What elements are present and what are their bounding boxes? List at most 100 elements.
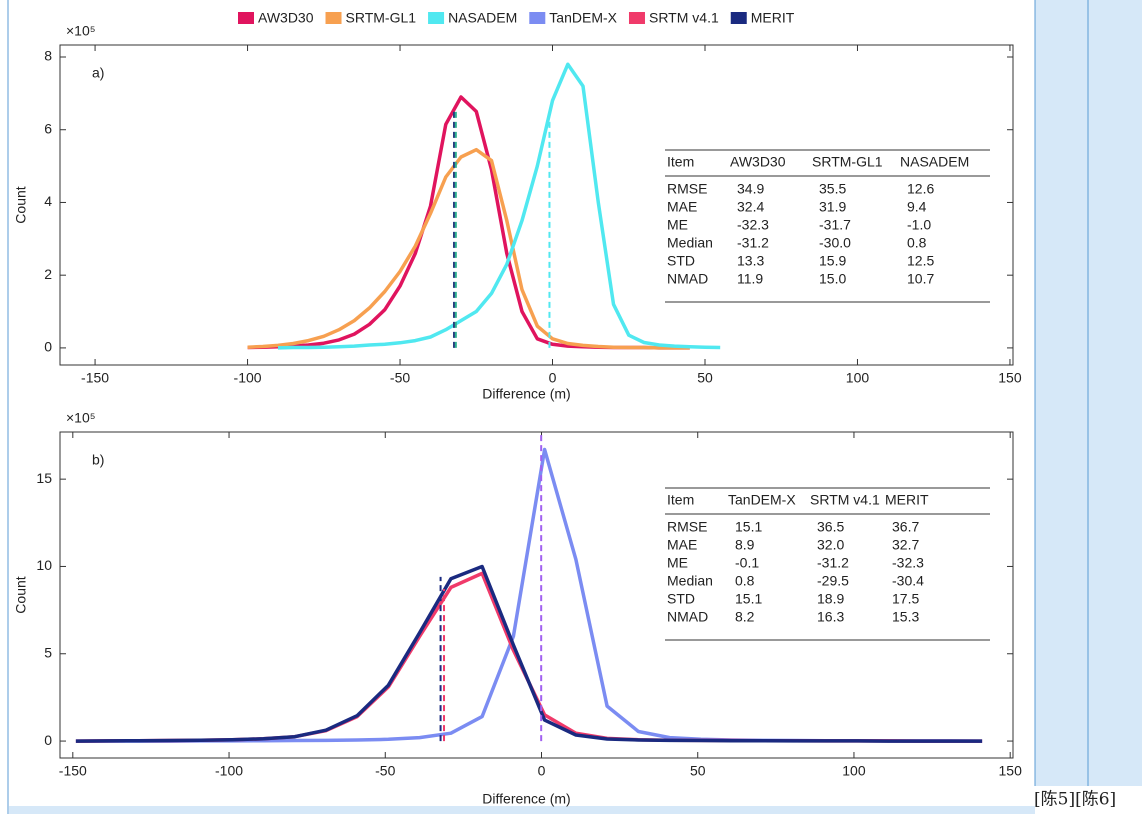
sidebar-text: [陈5][陈6]	[1034, 790, 1116, 810]
table-cell: -32.3	[892, 555, 924, 571]
y-tick-label: 0	[44, 732, 52, 748]
table-cell: -29.5	[817, 573, 849, 589]
table-cell: Median	[667, 235, 713, 251]
series-line	[247, 95, 690, 350]
table-cell: 12.5	[907, 253, 934, 269]
legend-label: TanDEM-X	[549, 10, 617, 26]
y-tick-label: 0	[44, 339, 52, 355]
y-tick-label: 4	[44, 193, 52, 209]
x-axis-label: Difference (m)	[482, 791, 570, 807]
table-cell: 13.3	[737, 253, 764, 269]
x-tick-label: 0	[538, 763, 546, 779]
table-cell: ME	[667, 217, 688, 233]
series-line	[247, 147, 690, 350]
table-cell: 31.9	[819, 199, 846, 215]
table-cell: 17.5	[892, 591, 919, 607]
table-cell: 8.2	[735, 609, 755, 625]
table-header: TanDEM-X	[728, 492, 796, 508]
x-tick-label: -150	[81, 370, 109, 386]
table-cell: 18.9	[817, 591, 844, 607]
legend-swatch	[628, 12, 645, 24]
table-cell: -30.4	[892, 573, 924, 589]
legend-label: SRTM v4.1	[649, 10, 719, 26]
series-line	[75, 564, 983, 743]
legend-label: MERIT	[751, 10, 795, 26]
y-tick-label: 10	[36, 557, 52, 573]
table-cell: MAE	[667, 537, 697, 553]
bottom-strip	[9, 806, 1035, 814]
table-header: NASADEM	[900, 154, 969, 170]
legend-swatch	[730, 12, 747, 24]
table-cell: MAE	[667, 199, 697, 215]
table-cell: -0.1	[735, 555, 759, 571]
table-cell: -32.3	[737, 217, 769, 233]
table-cell: RMSE	[667, 519, 707, 535]
x-tick-label: 50	[697, 370, 713, 386]
table-cell: -1.0	[907, 217, 931, 233]
x-tick-label: -50	[390, 370, 410, 386]
table-cell: 36.5	[817, 519, 844, 535]
table-cell: 12.6	[907, 181, 934, 197]
x-tick-label: 100	[842, 763, 866, 779]
x-axis-label: Difference (m)	[482, 386, 570, 402]
table-header: SRTM v4.1	[810, 492, 880, 508]
table-cell: 15.1	[735, 591, 762, 607]
y-tick-label: 8	[44, 48, 52, 64]
table-cell: 15.9	[819, 253, 846, 269]
y-multiplier: ×10⁵	[66, 23, 96, 39]
table-cell: STD	[667, 591, 695, 607]
legend-swatch	[428, 12, 445, 24]
plot-frame	[59, 44, 1014, 366]
table-cell: 15.1	[735, 519, 762, 535]
table-cell: 11.9	[737, 271, 763, 287]
table-header: SRTM-GL1	[812, 154, 883, 170]
table-cell: 10.7	[907, 271, 934, 287]
table-cell: 15.0	[819, 271, 846, 287]
table-cell: 34.9	[737, 181, 764, 197]
table-cell: 8.9	[735, 537, 755, 553]
x-tick-label: 100	[846, 370, 870, 386]
x-tick-label: 150	[999, 763, 1023, 779]
y-tick-label: 15	[36, 470, 52, 486]
legend-label: SRTM-GL1	[346, 10, 417, 26]
x-tick-label: -100	[234, 370, 262, 386]
legend-label: AW3D30	[258, 10, 314, 26]
legend-swatch	[529, 12, 546, 24]
table-cell: 15.3	[892, 609, 919, 625]
series-line	[277, 62, 721, 350]
table-cell: 16.3	[817, 609, 844, 625]
table-cell: -31.2	[817, 555, 849, 571]
panel-label: b)	[92, 452, 104, 468]
table-cell: -30.0	[819, 235, 851, 251]
x-tick-label: 150	[998, 370, 1022, 386]
table-cell: STD	[667, 253, 695, 269]
legend-swatch	[325, 12, 342, 24]
y-tick-label: 6	[44, 120, 52, 136]
table-cell: 0.8	[907, 235, 927, 251]
table-cell: ME	[667, 555, 688, 571]
legend-label: NASADEM	[448, 10, 517, 26]
x-tick-label: 0	[549, 370, 557, 386]
series-line	[75, 571, 983, 743]
plot-frame	[59, 431, 1014, 759]
table-cell: 9.4	[907, 199, 927, 215]
y-tick-label: 2	[44, 266, 52, 282]
panel-label: a)	[92, 65, 104, 81]
y-axis-label: Count	[13, 186, 29, 223]
y-axis-label: Count	[13, 576, 29, 613]
x-tick-label: -100	[215, 763, 243, 779]
table-header: MERIT	[885, 492, 929, 508]
table-cell: 36.7	[892, 519, 919, 535]
x-tick-label: -150	[59, 763, 87, 779]
table-cell: Median	[667, 573, 713, 589]
legend-swatch	[238, 12, 254, 24]
table-cell: NMAD	[667, 609, 708, 625]
y-multiplier: ×10⁵	[66, 410, 96, 426]
table-header: AW3D30	[730, 154, 786, 170]
table-header: Item	[667, 492, 694, 508]
table-cell: -31.2	[737, 235, 769, 251]
table-header: Item	[667, 154, 694, 170]
y-tick-label: 5	[44, 644, 52, 660]
x-tick-label: -50	[375, 763, 395, 779]
